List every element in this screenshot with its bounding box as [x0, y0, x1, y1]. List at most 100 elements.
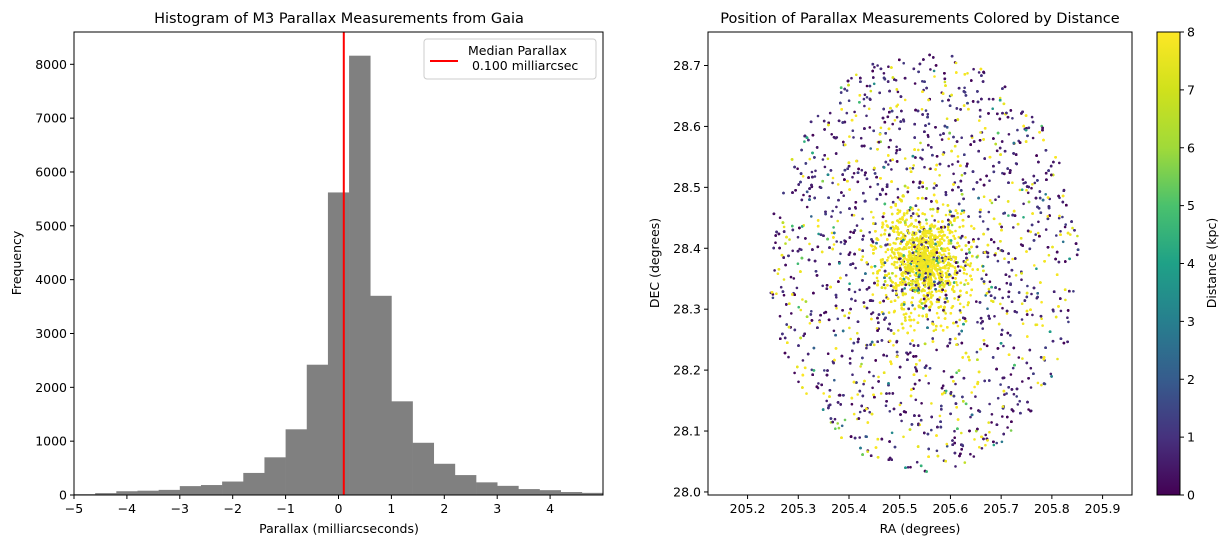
scatter-point	[940, 138, 944, 141]
y-tick-label: 5000	[35, 218, 67, 233]
scatter-point	[965, 272, 968, 276]
scatter-point	[848, 135, 851, 138]
scatter-point	[1026, 191, 1030, 195]
scatter-point	[884, 404, 888, 408]
scatter-point	[839, 252, 842, 256]
scatter-point	[956, 155, 960, 158]
y-tick-label: 6000	[35, 164, 67, 179]
scatter-point	[1058, 214, 1061, 218]
scatter-point	[875, 327, 879, 330]
legend-label-line: Median Parallax	[468, 43, 567, 58]
scatter-point	[830, 215, 833, 218]
scatter-point	[882, 72, 886, 75]
scatter-point	[1012, 226, 1015, 229]
scatter-point	[1018, 399, 1021, 403]
scatter-point	[868, 370, 871, 374]
scatter-point	[782, 278, 786, 281]
scatter-point	[951, 276, 955, 280]
scatter-point	[778, 216, 782, 219]
scatter-point	[788, 238, 791, 241]
scatter-point	[830, 133, 833, 136]
scatter-point	[810, 215, 813, 218]
scatter-point	[796, 167, 799, 170]
scatter-point	[885, 354, 889, 358]
scatter-point	[909, 324, 912, 328]
scatter-point	[958, 302, 962, 306]
scatter-point	[801, 175, 805, 178]
scatter-point	[801, 359, 805, 362]
scatter-point	[969, 452, 972, 456]
scatter-point	[926, 133, 930, 137]
scatter-point	[872, 216, 875, 219]
scatter-point	[869, 89, 873, 93]
scatter-point	[875, 276, 879, 280]
scatter-point	[784, 242, 787, 245]
scatter-point	[974, 395, 977, 398]
scatter-point	[959, 212, 963, 215]
scatter-point	[909, 274, 912, 278]
scatter-point	[1012, 392, 1016, 396]
scatter-point	[865, 84, 869, 88]
scatter-point	[992, 443, 996, 447]
scatter-point	[775, 292, 778, 296]
scatter-point	[793, 371, 796, 375]
scatter-point	[996, 259, 1000, 263]
y-tick-label: 2000	[35, 380, 67, 395]
scatter-point	[773, 269, 776, 272]
scatter-point	[1011, 257, 1014, 261]
scatter-point	[944, 389, 948, 393]
scatter-point	[1030, 186, 1033, 190]
scatter-point	[958, 309, 962, 312]
x-tick-label: 3	[493, 501, 501, 516]
scatter-point	[1005, 312, 1009, 315]
scatter-point	[973, 438, 976, 441]
scatter-point	[1007, 133, 1011, 136]
scatter-point	[802, 334, 805, 338]
scatter-point	[953, 436, 956, 440]
scatter-point	[1001, 296, 1004, 300]
scatter-point	[941, 259, 945, 263]
scatter-point	[988, 402, 991, 406]
scatter-point	[977, 237, 980, 241]
scatter-point	[863, 93, 867, 96]
scatter-point	[963, 283, 966, 286]
scatter-point	[996, 396, 1000, 400]
scatter-point	[955, 371, 958, 375]
scatter-point	[1049, 372, 1053, 376]
scatter-point	[987, 287, 991, 291]
scatter-point	[1061, 215, 1064, 219]
scatter-point	[963, 461, 967, 464]
scatter-point	[851, 175, 854, 179]
scatter-point	[1014, 274, 1018, 277]
x-tick-label: −2	[223, 501, 241, 516]
scatter-point	[779, 285, 783, 289]
scatter-point	[984, 433, 987, 437]
scatter-point	[887, 65, 890, 68]
scatter-point	[1009, 373, 1013, 376]
scatter-point	[956, 211, 959, 215]
scatter-point	[984, 294, 987, 297]
scatter-point	[951, 375, 954, 379]
scatter-point	[861, 255, 865, 258]
scatter-point	[1015, 395, 1018, 398]
scatter-point	[960, 431, 963, 435]
scatter-point	[782, 293, 786, 297]
scatter-point	[808, 322, 812, 325]
scatter-point	[1001, 415, 1004, 418]
scatter-point	[835, 205, 838, 209]
scatter-point	[1020, 188, 1024, 191]
x-tick-label: −1	[276, 501, 294, 516]
scatter-point	[956, 283, 959, 287]
scatter-point	[924, 374, 928, 378]
scatter-point	[954, 465, 957, 468]
scatter-point	[778, 314, 782, 318]
scatter-point	[956, 265, 960, 268]
scatter-point	[848, 326, 851, 330]
scatter-point	[982, 282, 986, 285]
scatter-point	[953, 297, 956, 300]
scatter-point	[987, 210, 991, 214]
x-tick-label: 2	[440, 501, 448, 516]
scatter-point	[879, 126, 883, 130]
